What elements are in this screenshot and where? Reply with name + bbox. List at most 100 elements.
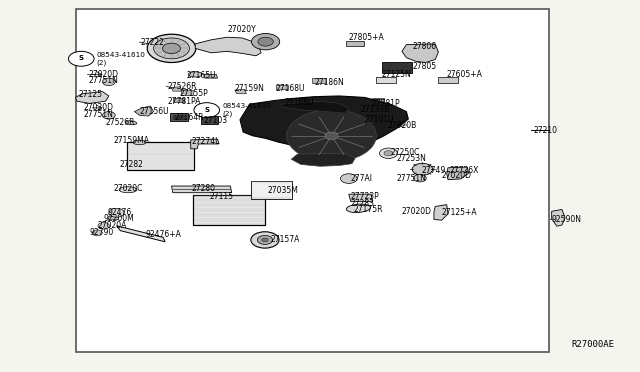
Text: 27274L: 27274L <box>192 137 220 146</box>
Circle shape <box>163 43 180 54</box>
FancyBboxPatch shape <box>170 113 188 121</box>
Text: 27125+A: 27125+A <box>442 208 477 217</box>
FancyBboxPatch shape <box>362 116 378 121</box>
Text: 27210: 27210 <box>533 126 557 135</box>
Text: 27222: 27222 <box>141 38 164 47</box>
Polygon shape <box>134 106 154 116</box>
Polygon shape <box>116 226 165 242</box>
Text: 27805+A: 27805+A <box>349 33 385 42</box>
Text: 27283: 27283 <box>351 199 375 208</box>
FancyBboxPatch shape <box>372 98 384 102</box>
Text: 27605+A: 27605+A <box>447 70 483 79</box>
Circle shape <box>92 230 102 236</box>
Text: 27020Y: 27020Y <box>227 25 256 34</box>
Circle shape <box>68 51 94 66</box>
Text: 92476+A: 92476+A <box>146 230 182 239</box>
FancyBboxPatch shape <box>127 142 194 170</box>
FancyBboxPatch shape <box>376 77 396 83</box>
Text: 27526R: 27526R <box>168 82 197 91</box>
Text: 27186N: 27186N <box>315 78 344 87</box>
Text: 27103: 27103 <box>204 116 228 125</box>
Polygon shape <box>434 205 448 220</box>
Text: 27035M: 27035M <box>268 186 298 195</box>
Text: 27125N: 27125N <box>381 70 411 79</box>
Circle shape <box>287 110 376 162</box>
Circle shape <box>257 235 273 244</box>
Circle shape <box>384 151 393 156</box>
Circle shape <box>258 37 273 46</box>
Text: 27020D: 27020D <box>442 171 472 180</box>
FancyBboxPatch shape <box>76 9 549 352</box>
Text: 27282: 27282 <box>119 160 143 169</box>
Text: 27020B: 27020B <box>388 121 417 130</box>
Polygon shape <box>235 89 246 94</box>
FancyBboxPatch shape <box>357 105 376 112</box>
Text: 92590N: 92590N <box>552 215 582 224</box>
FancyBboxPatch shape <box>251 181 292 199</box>
FancyBboxPatch shape <box>312 78 326 83</box>
FancyBboxPatch shape <box>369 99 381 103</box>
Text: 08543-41610
(2): 08543-41610 (2) <box>222 103 271 117</box>
Text: 08543-41610
(2): 08543-41610 (2) <box>97 52 145 66</box>
Text: 27280: 27280 <box>192 184 216 193</box>
FancyBboxPatch shape <box>108 216 118 219</box>
Text: 27751N: 27751N <box>88 76 118 85</box>
Text: 27155P: 27155P <box>180 89 209 98</box>
Polygon shape <box>191 139 219 149</box>
FancyBboxPatch shape <box>193 195 265 225</box>
Text: 27250C: 27250C <box>390 148 420 157</box>
Circle shape <box>262 238 268 242</box>
FancyBboxPatch shape <box>173 98 184 102</box>
Text: 27749: 27749 <box>421 166 445 174</box>
Text: 27101U: 27101U <box>365 115 394 124</box>
Polygon shape <box>291 153 355 166</box>
Text: 27115: 27115 <box>210 192 234 201</box>
Ellipse shape <box>119 187 137 193</box>
Text: 27020D: 27020D <box>402 207 432 216</box>
Text: 27159N: 27159N <box>235 84 265 93</box>
Text: 27781PA: 27781PA <box>168 97 201 106</box>
Circle shape <box>413 174 426 182</box>
Circle shape <box>340 174 357 183</box>
Text: S: S <box>79 55 84 61</box>
Polygon shape <box>76 92 109 103</box>
Polygon shape <box>172 186 232 193</box>
Text: R27000AE: R27000AE <box>572 340 614 349</box>
FancyBboxPatch shape <box>172 114 186 120</box>
Text: 27751N: 27751N <box>397 174 427 183</box>
Ellipse shape <box>133 140 146 145</box>
Text: 92790: 92790 <box>90 228 114 237</box>
Polygon shape <box>552 209 565 226</box>
FancyBboxPatch shape <box>276 85 288 89</box>
Text: 27125: 27125 <box>78 90 102 99</box>
Text: 27806: 27806 <box>413 42 437 51</box>
Polygon shape <box>204 74 218 78</box>
Ellipse shape <box>346 204 371 212</box>
Text: 27164R: 27164R <box>175 113 204 122</box>
Text: 27020C: 27020C <box>114 185 143 193</box>
Circle shape <box>147 34 196 62</box>
Circle shape <box>412 163 433 175</box>
Text: 27253N: 27253N <box>397 154 427 163</box>
Polygon shape <box>402 44 438 62</box>
Text: 27805: 27805 <box>413 62 437 71</box>
Polygon shape <box>282 101 349 113</box>
Polygon shape <box>447 167 468 180</box>
Text: 27175R: 27175R <box>354 205 383 214</box>
FancyBboxPatch shape <box>382 62 412 73</box>
Text: 27526R: 27526R <box>106 118 135 126</box>
Text: 277AI: 277AI <box>350 174 372 183</box>
Circle shape <box>194 103 220 118</box>
Circle shape <box>98 222 109 229</box>
Text: S: S <box>204 107 209 113</box>
Text: 27165U: 27165U <box>187 71 216 80</box>
Text: 27723P: 27723P <box>351 192 380 201</box>
FancyBboxPatch shape <box>346 41 364 46</box>
Text: 27726X: 27726X <box>450 166 479 174</box>
Text: 27781P: 27781P <box>371 99 400 108</box>
Polygon shape <box>195 37 261 56</box>
Circle shape <box>325 132 338 140</box>
FancyBboxPatch shape <box>201 116 218 124</box>
Circle shape <box>102 78 115 86</box>
Polygon shape <box>349 194 372 202</box>
